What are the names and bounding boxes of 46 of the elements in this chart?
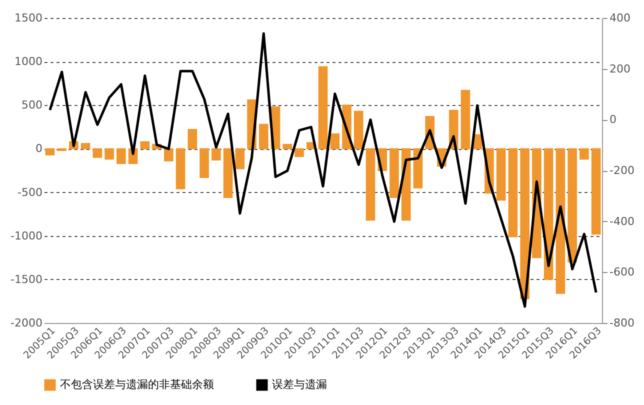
y-tick-label: -2000: [10, 316, 42, 330]
bar: [282, 144, 292, 150]
y2-tick-label: -800: [610, 316, 634, 330]
bar: [235, 148, 245, 170]
bar: [318, 66, 328, 150]
bar: [496, 148, 506, 201]
y-tick-label: -1500: [10, 272, 42, 286]
y2-tick-label: -200: [610, 164, 634, 177]
y-tick-label: -1000: [10, 229, 42, 242]
bar: [294, 148, 304, 158]
bar: [200, 148, 209, 178]
bar: [211, 148, 221, 161]
bar: [390, 148, 399, 198]
bar: [580, 148, 589, 160]
bar: [116, 148, 126, 164]
y-tick-label: 1500: [14, 12, 42, 24]
y2-tick-label: 200: [610, 62, 630, 76]
y2-tick-label: -600: [610, 266, 634, 279]
bar: [140, 141, 150, 150]
bar: [45, 148, 55, 156]
bar: [520, 148, 530, 300]
bar: [223, 148, 233, 198]
bar: [460, 90, 470, 150]
bar: [366, 148, 376, 221]
bar: [330, 133, 340, 150]
bar: [104, 148, 114, 160]
bar: [258, 124, 268, 150]
y2-tick-label: 400: [610, 12, 630, 24]
bar: [80, 142, 90, 150]
y2-tick-label: 0: [610, 113, 616, 126]
line-series: [48, 32, 598, 308]
bar: [176, 148, 186, 190]
bar: [568, 148, 577, 262]
bar: [591, 148, 601, 235]
bar: [92, 148, 102, 158]
y-tick-label: 500: [22, 98, 42, 112]
y-tick-label: -500: [18, 186, 42, 199]
bar: [508, 148, 518, 238]
bar: [188, 129, 198, 150]
y-tick-label: 0: [36, 142, 42, 156]
bar: [354, 110, 364, 150]
y2-tick-label: -400: [610, 214, 634, 228]
legend-label: 不包含误差与遗漏的非基础余额: [60, 378, 214, 391]
y-tick-label: 1000: [14, 55, 42, 68]
bar: [164, 148, 174, 162]
legend-label: 误差与遗漏: [272, 378, 327, 391]
